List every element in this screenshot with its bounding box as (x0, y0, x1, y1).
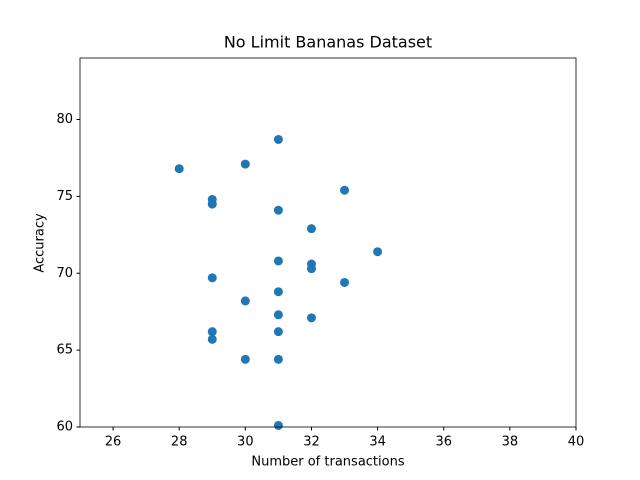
y-tick-label: 60 (56, 420, 73, 435)
point (207, 273, 217, 283)
point (240, 159, 250, 169)
point (273, 354, 283, 364)
x-tick-label: 26 (105, 435, 122, 450)
y-tick-label: 80 (56, 112, 73, 127)
point (340, 185, 350, 195)
point (273, 310, 283, 320)
point (373, 247, 383, 257)
point (207, 199, 217, 209)
axes-frame (79, 57, 577, 428)
y-tick-label: 70 (56, 266, 73, 281)
point (240, 296, 250, 306)
point (207, 327, 217, 337)
point (240, 354, 250, 364)
point (306, 313, 316, 323)
x-tick-label: 38 (502, 435, 519, 450)
x-tick-label: 28 (171, 435, 188, 450)
x-tick-label: 32 (303, 435, 320, 450)
y-axis-label: Accuracy (33, 213, 48, 273)
point (273, 327, 283, 337)
point (306, 264, 316, 274)
x-tick-label: 34 (369, 435, 386, 450)
x-tick-label: 30 (237, 435, 254, 450)
point (273, 205, 283, 215)
point (273, 420, 283, 430)
point (273, 287, 283, 297)
point (340, 277, 350, 287)
point (306, 224, 316, 234)
chart-title: No Limit Bananas Dataset (224, 33, 432, 52)
y-tick-label: 65 (56, 343, 73, 358)
x-tick-label: 36 (435, 435, 452, 450)
point (174, 164, 184, 174)
point (273, 256, 283, 266)
point (273, 134, 283, 144)
y-tick-label: 75 (56, 189, 73, 204)
x-axis-label: Number of transactions (251, 455, 404, 470)
x-tick-label: 40 (568, 435, 585, 450)
point (207, 334, 217, 344)
